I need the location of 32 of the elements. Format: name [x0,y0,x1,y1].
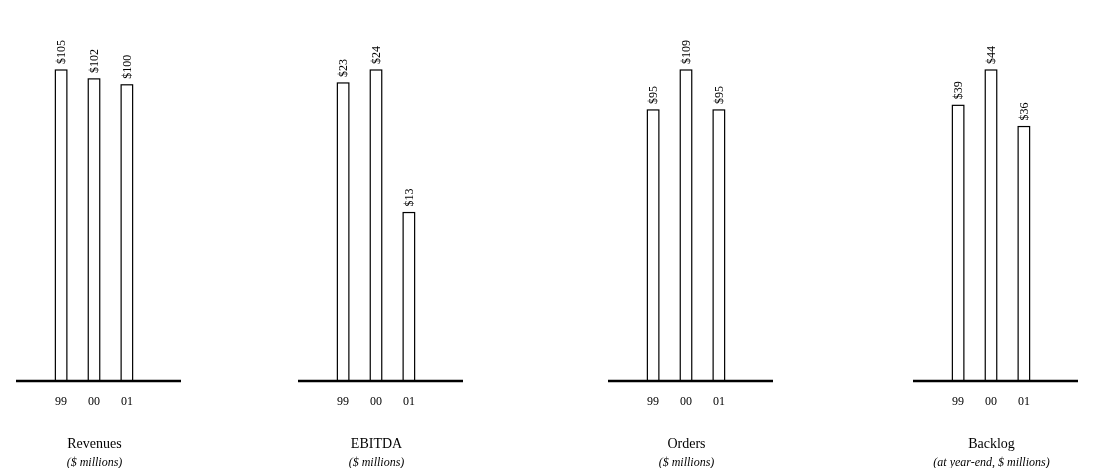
x-tick-label: 99 [55,394,68,408]
x-tick-label: 00 [985,394,997,408]
data-label: $95 [646,85,661,104]
x-tick-label: 99 [952,394,965,408]
text: ($ millions) [658,455,715,468]
data-label: $105 [54,40,69,64]
data-label: $13 [401,188,416,207]
text: Backlog [968,436,1015,451]
x-tick-label: 01 [402,394,415,408]
text: EBITDA [350,436,404,451]
x-tick-label: 01 [1017,394,1030,408]
data-label: $102 [87,48,101,73]
text: Revenues [67,436,122,451]
data-label: $24 [369,46,383,64]
text: ($ millions) [66,455,123,468]
data-label: $109 [679,40,693,64]
x-tick-label: 99 [337,394,350,408]
x-tick-label: 99 [647,394,660,408]
x-tick-label: 00 [370,394,382,408]
data-label: $100 [119,54,134,79]
x-tick-label: 00 [680,394,692,408]
x-tick-label: 01 [120,394,133,408]
x-tick-label: 01 [712,394,725,408]
text: (at year-end, $ millions) [933,455,1050,468]
data-label: $95 [711,85,726,104]
text: ($ millions) [348,455,405,468]
data-label: $44 [984,46,998,64]
data-label: $23 [336,58,351,77]
x-tick-label: 00 [88,394,100,408]
data-label: $39 [951,81,966,100]
data-label: $36 [1016,102,1031,121]
text: Orders [667,436,706,451]
